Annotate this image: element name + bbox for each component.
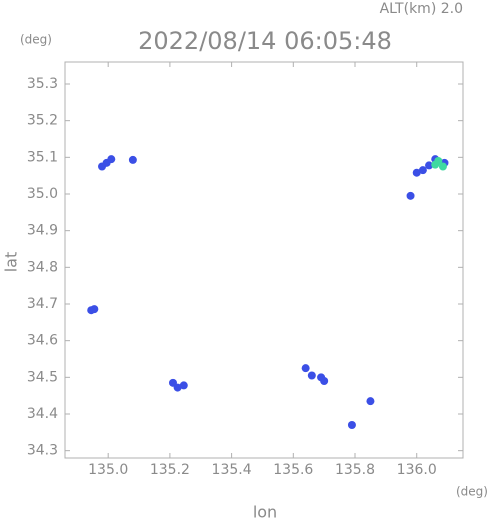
x-tick-label: 135.6 bbox=[273, 462, 313, 478]
chart-subtitle: ALT(km) 2.0 bbox=[380, 1, 463, 17]
echo bbox=[425, 161, 434, 170]
y-tick-label: 34.4 bbox=[27, 406, 58, 422]
echo bbox=[317, 373, 326, 382]
echo bbox=[434, 157, 443, 165]
echo bbox=[107, 155, 116, 164]
y-tick-label: 34.5 bbox=[27, 369, 58, 385]
echo bbox=[418, 166, 427, 175]
x-tick-label: 135.0 bbox=[88, 462, 128, 478]
y-tick-label: 34.9 bbox=[27, 223, 58, 239]
echo bbox=[347, 421, 356, 429]
y-tick-label: 35.3 bbox=[27, 76, 58, 92]
y-tick-label: 34.6 bbox=[27, 333, 58, 349]
echo bbox=[438, 162, 447, 171]
echo bbox=[173, 383, 182, 392]
echo bbox=[128, 155, 137, 164]
y-tick-label: 34.3 bbox=[27, 443, 58, 459]
echo bbox=[307, 371, 316, 380]
x-unit: (deg) bbox=[456, 485, 488, 499]
x-tick-label: 135.4 bbox=[212, 462, 252, 478]
plot-frame bbox=[64, 61, 464, 459]
echo bbox=[179, 381, 188, 390]
y-tick-label: 34.8 bbox=[27, 259, 58, 275]
x-axis-label: lon bbox=[253, 503, 277, 521]
echo bbox=[366, 397, 375, 406]
x-tick-label: 136.0 bbox=[397, 462, 437, 478]
echo bbox=[301, 364, 310, 373]
echo bbox=[406, 191, 415, 200]
y-tick-label: 35.2 bbox=[27, 113, 58, 129]
y-tick-label: 34.7 bbox=[27, 296, 58, 312]
echo bbox=[412, 168, 421, 177]
x-tick-label: 135.2 bbox=[150, 462, 190, 478]
chart-title: 2022/08/14 06:05:48 bbox=[138, 27, 392, 55]
echo bbox=[90, 305, 99, 314]
x-tick-label: 135.8 bbox=[335, 462, 375, 478]
y-unit: (deg) bbox=[20, 33, 52, 47]
y-tick-label: 35.1 bbox=[27, 149, 58, 165]
y-tick-label: 35.0 bbox=[27, 186, 58, 202]
y-axis-label: lat bbox=[2, 252, 21, 273]
